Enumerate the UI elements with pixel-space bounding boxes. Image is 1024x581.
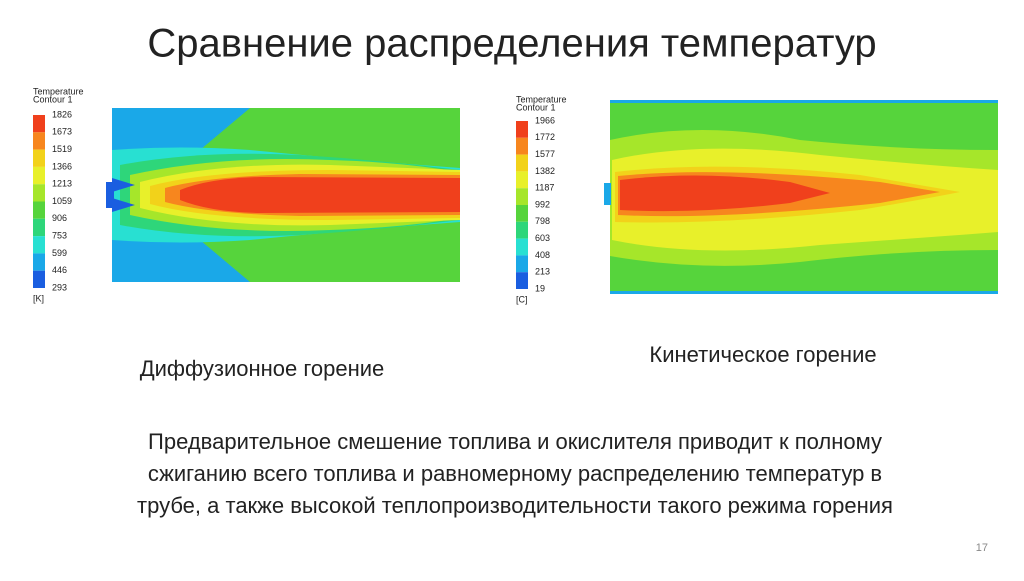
legend-swatch — [33, 115, 45, 133]
legend-value: 906 — [52, 213, 67, 223]
legend-value: 1673 — [52, 127, 72, 137]
legend-title: Temperature — [33, 86, 84, 96]
legend-swatch — [516, 238, 528, 256]
legend-swatch — [516, 221, 528, 239]
legend-title: Contour 1 — [516, 102, 556, 112]
legend-value: 992 — [535, 199, 550, 209]
body-line: Предварительное смешение топлива и окисл… — [148, 429, 882, 454]
legend-swatch — [516, 188, 528, 205]
legend-value: 1187 — [535, 183, 554, 193]
legend-swatch — [516, 272, 528, 289]
legend-value: 1966 — [535, 115, 555, 125]
legend-unit: [K] — [33, 293, 44, 303]
legend-swatch — [33, 270, 45, 288]
legend-swatch — [516, 255, 528, 273]
legend-swatch — [33, 184, 45, 202]
legend-swatch — [516, 171, 528, 189]
slide-title: Сравнение распределения температур — [147, 22, 876, 66]
legend-value: 446 — [52, 265, 67, 275]
legend-value: 1213 — [52, 179, 72, 189]
contour-kinetic — [604, 100, 998, 294]
legend-value: 1519 — [52, 144, 72, 154]
body-line: сжиганию всего топлива и равномерному ра… — [148, 461, 882, 486]
caption: Кинетическое горение — [649, 342, 876, 367]
legend-value: 408 — [535, 250, 550, 260]
legend-swatch — [516, 137, 528, 155]
legend-swatch — [33, 132, 45, 150]
legend-value: 1577 — [535, 149, 555, 159]
legend-value: 753 — [52, 230, 67, 240]
legend-swatch — [516, 205, 528, 222]
legend-value: 1059 — [52, 196, 72, 206]
legend-swatch — [516, 154, 528, 172]
contour-diffusion — [106, 108, 460, 282]
legend-value: 293 — [52, 282, 67, 292]
legend-unit: [C] — [516, 294, 528, 304]
legend-value: 1772 — [535, 132, 555, 142]
body-line: трубе, а также высокой теплопроизводител… — [137, 493, 893, 518]
legend-value: 603 — [535, 233, 550, 243]
legend-title: Contour 1 — [33, 94, 73, 104]
legend-swatch — [33, 201, 45, 219]
legend-swatch — [516, 121, 528, 138]
legend-value: 19 — [535, 283, 545, 293]
legend-swatch — [33, 218, 45, 237]
page-number: 17 — [976, 542, 988, 554]
legend-swatch — [33, 236, 45, 254]
legend-value: 1366 — [52, 161, 72, 171]
legend-swatch — [33, 149, 45, 167]
legend-swatch — [33, 253, 45, 271]
caption: Диффузионное горение — [140, 356, 385, 381]
legend-value: 798 — [535, 216, 550, 226]
legend-value: 1382 — [535, 166, 555, 176]
legend-title: Temperature — [516, 94, 567, 104]
legend-swatch — [33, 166, 45, 185]
legend-value: 1826 — [52, 109, 72, 119]
legend-value: 599 — [52, 248, 67, 258]
legend-value: 213 — [535, 267, 550, 277]
